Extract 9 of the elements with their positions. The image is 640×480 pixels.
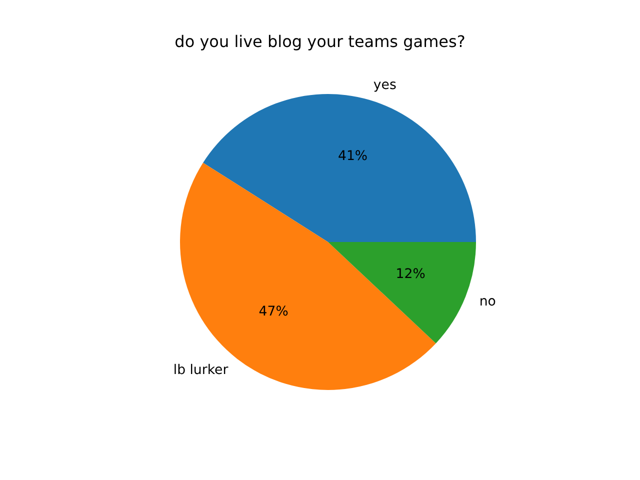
data-label: 41%	[338, 149, 368, 164]
slice-label: yes	[373, 78, 396, 94]
data-label: 47%	[258, 304, 288, 320]
pie-slice	[328, 242, 476, 344]
slice-label: no	[479, 294, 496, 310]
data-label: 12%	[396, 267, 426, 282]
chart-title: do you live blog your teams games?	[174, 32, 466, 52]
pie-slice	[203, 94, 476, 242]
slice-label: lb lurker	[173, 363, 229, 378]
